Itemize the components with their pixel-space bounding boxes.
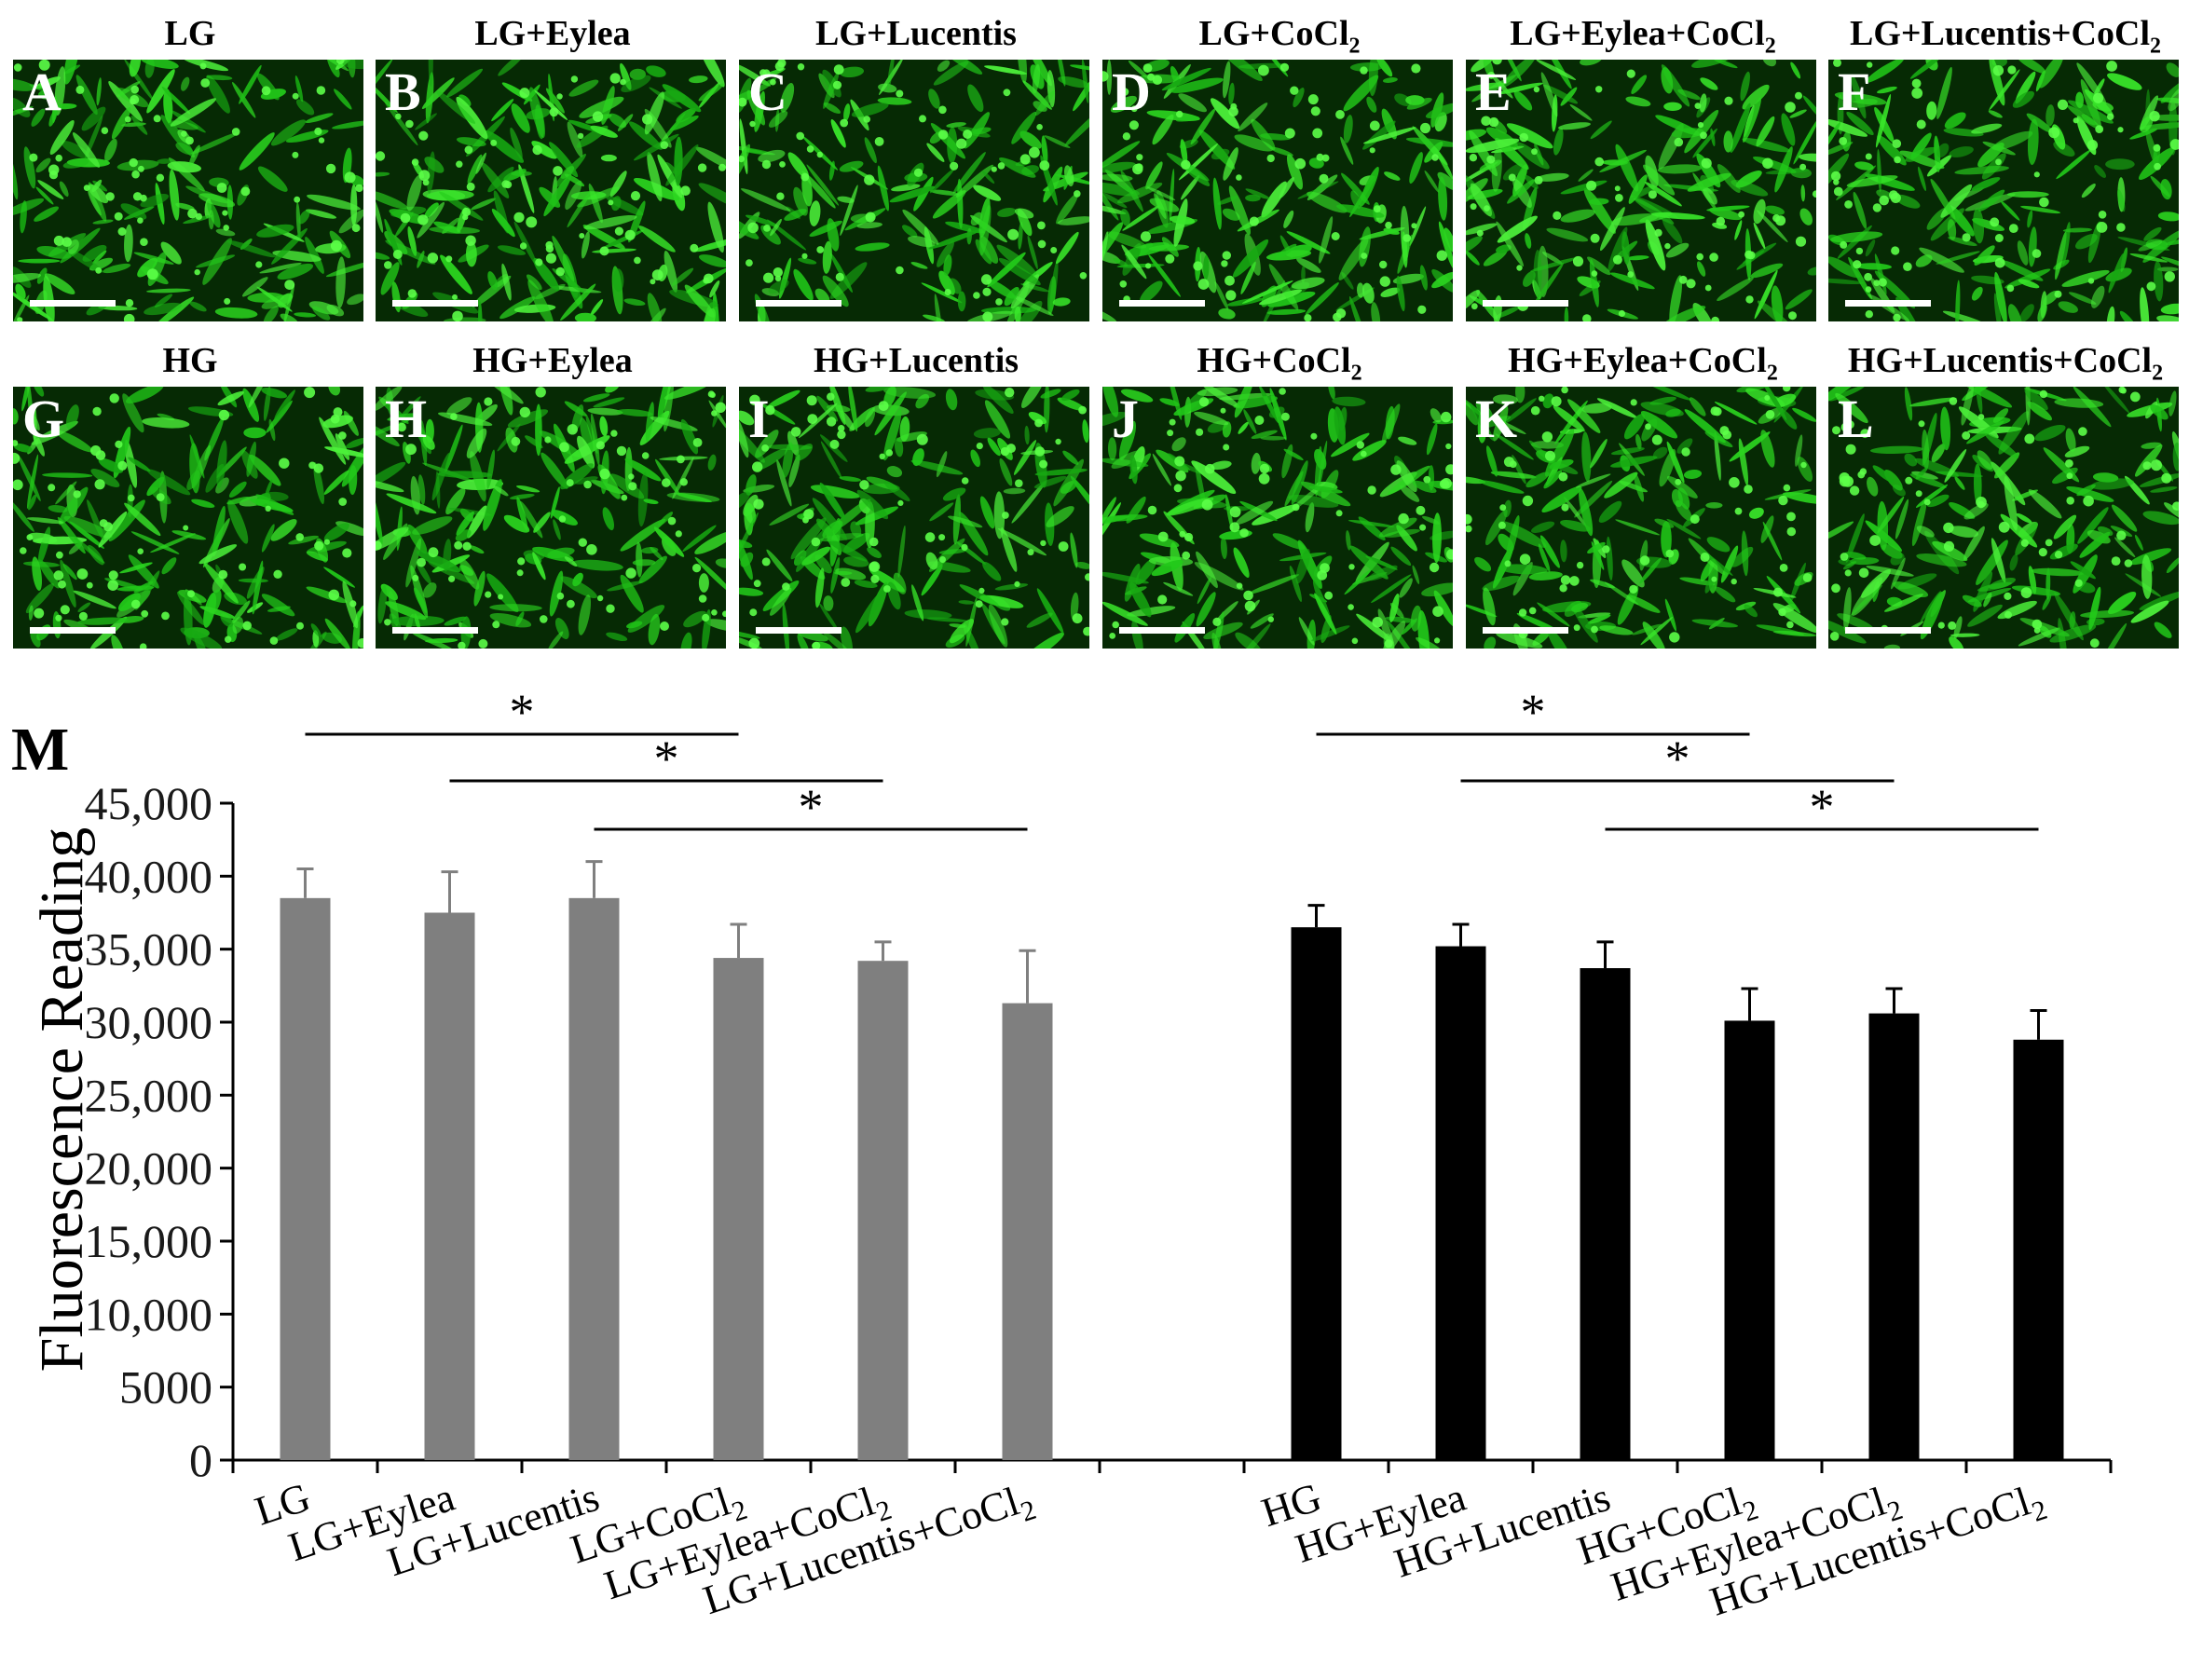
micrograph-a: A — [13, 60, 363, 321]
bar — [568, 897, 620, 1460]
significance-star: * — [1810, 779, 1835, 835]
y-tick-label: 5000 — [119, 1361, 212, 1414]
micrograph-c: C — [739, 60, 1089, 321]
bar — [2013, 1039, 2064, 1460]
panel-letter: A — [22, 61, 62, 122]
y-tick-label: 25,000 — [85, 1069, 213, 1121]
panel-letter: I — [748, 389, 770, 449]
panel-title-g: HG — [162, 341, 218, 380]
panel-letter: C — [748, 61, 787, 122]
micrograph-g: G — [13, 387, 363, 649]
panel-letter: E — [1475, 61, 1512, 122]
panel-letter: F — [1838, 61, 1871, 122]
scale-bar — [1119, 627, 1205, 634]
panel-title-a: LG — [164, 14, 216, 53]
micrograph-k: K — [1466, 387, 1816, 649]
bar — [1868, 1013, 1920, 1460]
micrograph-i: I — [739, 387, 1089, 649]
significance-star: * — [1665, 731, 1690, 786]
significance-star: * — [799, 779, 824, 835]
bar — [280, 897, 331, 1460]
scale-bar — [392, 627, 478, 634]
scale-bar — [756, 300, 841, 307]
significance-star: * — [510, 684, 535, 740]
panel-label-m: M — [11, 716, 69, 784]
y-tick-label: 40,000 — [85, 850, 213, 902]
y-tick-label: 30,000 — [85, 996, 213, 1048]
significance-star: * — [654, 731, 679, 786]
scale-bar — [756, 627, 841, 634]
bar — [1435, 946, 1486, 1460]
cell-texture — [376, 387, 726, 649]
scale-bar — [1483, 627, 1568, 634]
panel-title-d: LG+CoCl2 — [1198, 14, 1361, 59]
y-tick-label: 10,000 — [85, 1288, 213, 1340]
panel-title-j: HG+CoCl2 — [1197, 341, 1362, 386]
panel-letter: B — [385, 61, 421, 122]
cell-texture — [739, 60, 1089, 321]
panel-letter: J — [1112, 389, 1139, 449]
cell-texture — [1828, 60, 2179, 321]
micrograph-d: D — [1102, 60, 1453, 321]
scale-bar — [1845, 300, 1931, 307]
cell-texture — [376, 60, 726, 321]
panel-letter: K — [1475, 389, 1518, 449]
bar — [424, 912, 475, 1460]
scale-bar — [392, 300, 478, 307]
y-axis-title: Fluorescence Reading — [28, 827, 96, 1373]
panel-title-e: LG+Eylea+CoCl2 — [1510, 14, 1776, 59]
panel-title-h: HG+Eylea — [472, 341, 633, 380]
panel-letter: H — [385, 389, 428, 449]
bar — [1724, 1020, 1775, 1460]
scale-bar — [1119, 300, 1205, 307]
micrograph-j: J — [1102, 387, 1453, 649]
y-tick-label: 35,000 — [85, 923, 213, 976]
scale-bar — [30, 627, 116, 634]
micrograph-h: H — [376, 387, 726, 649]
cell-texture — [13, 387, 363, 649]
bar — [713, 958, 764, 1460]
panel-letter: L — [1838, 389, 1874, 449]
cell-texture — [739, 387, 1089, 649]
panel-letter: G — [22, 389, 65, 449]
bar — [857, 961, 909, 1460]
cell-texture — [1102, 387, 1453, 649]
cell-texture — [1102, 60, 1453, 321]
scale-bar — [1483, 300, 1568, 307]
panel-letter: D — [1112, 61, 1151, 122]
micrograph-l: L — [1828, 387, 2179, 649]
cell-texture — [13, 60, 363, 321]
y-tick-label: 45,000 — [85, 777, 213, 829]
scale-bar — [1845, 627, 1931, 634]
micrograph-e: E — [1466, 60, 1816, 321]
panel-title-b: LG+Eylea — [474, 14, 631, 53]
panel-title-i: HG+Lucentis — [813, 341, 1019, 380]
y-tick-label: 15,000 — [85, 1215, 213, 1267]
significance-star: * — [1521, 684, 1546, 740]
panel-title-l: HG+Lucentis+CoCl2 — [1847, 341, 2164, 386]
bar — [1580, 968, 1631, 1460]
y-tick-label: 0 — [189, 1434, 212, 1486]
panel-title-k: HG+Eylea+CoCl2 — [1508, 341, 1778, 386]
bar — [1291, 927, 1342, 1460]
micrograph-b: B — [376, 60, 726, 321]
panel-title-f: LG+Lucentis+CoCl2 — [1850, 14, 2161, 59]
cell-texture — [1466, 60, 1816, 321]
panel-title-c: LG+Lucentis — [815, 14, 1017, 53]
cell-texture — [1466, 387, 1816, 649]
scale-bar — [30, 300, 116, 307]
y-tick-label: 20,000 — [85, 1142, 213, 1195]
bar — [1002, 1003, 1053, 1460]
micrograph-f: F — [1828, 60, 2179, 321]
cell-texture — [1828, 387, 2179, 649]
